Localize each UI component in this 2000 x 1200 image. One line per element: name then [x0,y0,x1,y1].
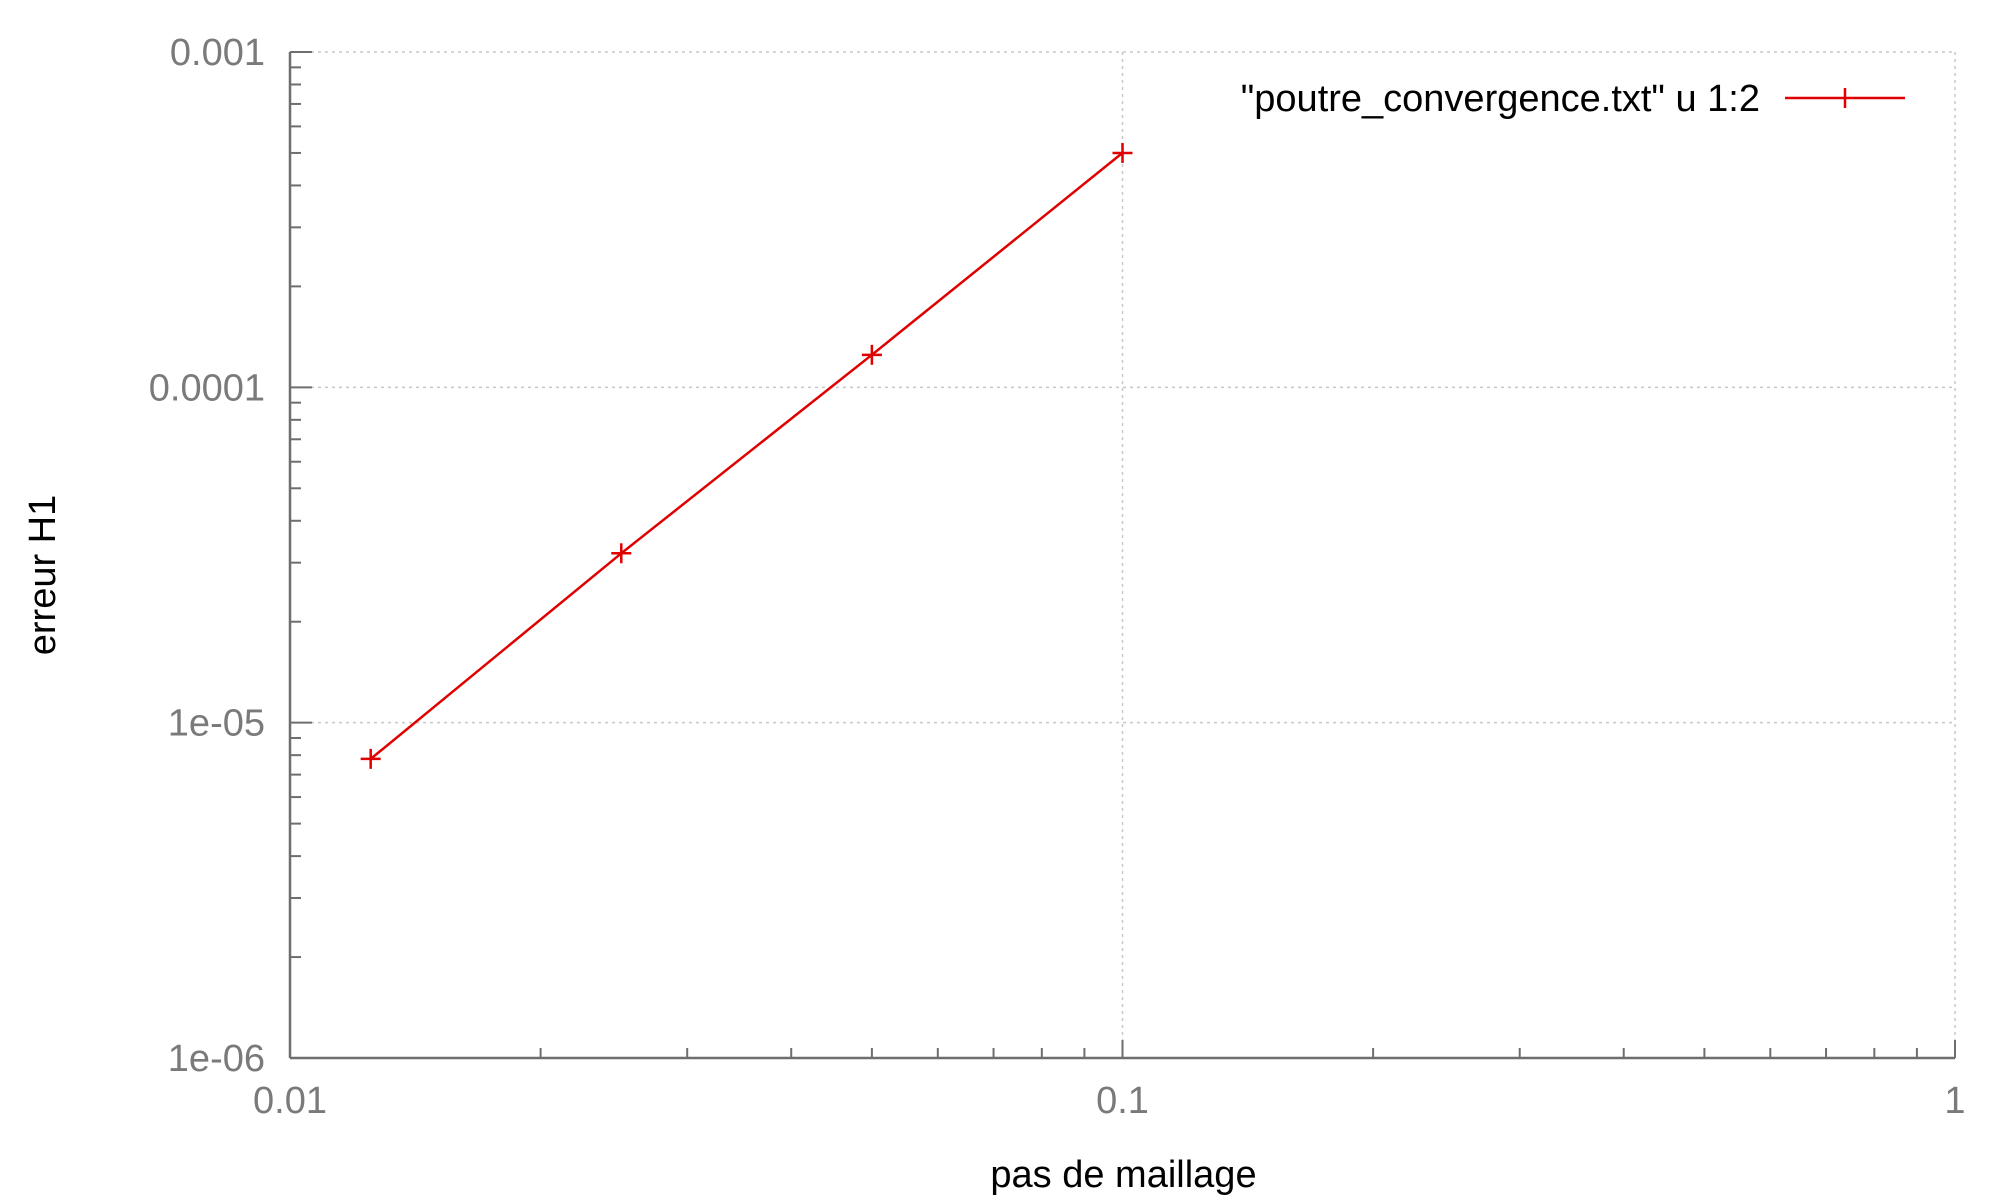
y-tick-label: 0.001 [170,32,265,74]
x-tick-label: 0.01 [253,1080,327,1122]
x-tick-label: 1 [1944,1080,1965,1122]
y-tick-label: 1e-05 [168,703,265,745]
data-point [1112,142,1133,163]
data-point [360,748,381,769]
legend: "poutre_convergence.txt" u 1:2 [1241,78,1905,120]
y-tick-label: 0.0001 [149,367,265,409]
y-axis-title: erreur H1 [22,495,64,656]
plot-area [360,142,1133,769]
grid [290,51,1956,1058]
data-point [611,543,632,564]
x-tick-label: 0.1 [1096,1080,1149,1122]
x-ticks: 0.01 0.1 1 [253,1040,1966,1122]
x-axis-title: pas de maillage [990,1154,1256,1196]
y-ticks: 1e-06 1e-05 0.0001 0.001 [149,32,312,1080]
legend-label: "poutre_convergence.txt" u 1:2 [1241,78,1760,120]
y-tick-label: 1e-06 [168,1038,265,1080]
series-line [369,151,1124,760]
data-point [861,344,882,365]
